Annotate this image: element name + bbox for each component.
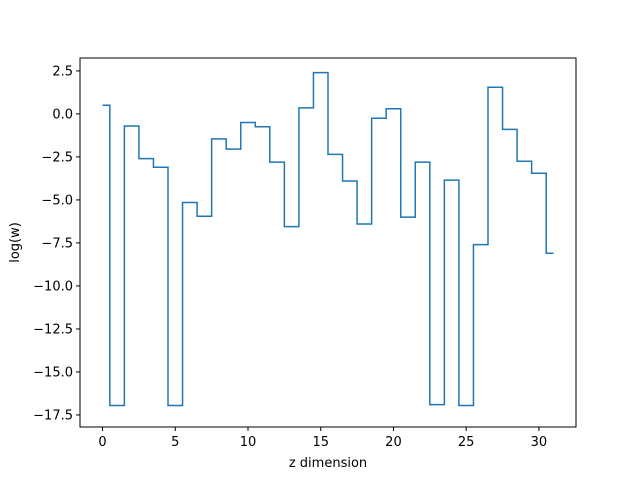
x-tick-label: 10 xyxy=(240,435,257,450)
y-tick-label: −7.5 xyxy=(41,236,73,251)
x-axis-ticks: 0 5 10 15 20 25 30 xyxy=(98,427,547,450)
x-tick-label: 5 xyxy=(171,435,179,450)
y-tick-label: −10.0 xyxy=(33,279,73,294)
y-tick-label: −12.5 xyxy=(33,322,73,337)
x-tick-label: 0 xyxy=(98,435,106,450)
series-line xyxy=(102,71,554,407)
x-tick-label: 20 xyxy=(385,435,402,450)
y-axis-label: log(w) xyxy=(8,222,23,263)
axes-frame xyxy=(79,57,577,428)
y-tick-label: 0.0 xyxy=(52,107,73,122)
y-axis-ticks: 2.5 0.0 −2.5 −5.0 −7.5 −10.0 −12.5 −15.0 −17.5 xyxy=(33,64,80,423)
x-axis-label: z dimension xyxy=(289,456,367,471)
x-tick-label: 15 xyxy=(312,435,329,450)
y-tick-label: −5.0 xyxy=(41,193,73,208)
y-tick-label: −15.0 xyxy=(33,365,73,380)
x-tick-label: 25 xyxy=(458,435,475,450)
plot-area xyxy=(102,71,554,407)
y-tick-label: −2.5 xyxy=(41,150,73,165)
y-tick-label: −17.5 xyxy=(33,408,73,423)
y-tick-label: 2.5 xyxy=(52,64,73,79)
x-tick-label: 30 xyxy=(531,435,548,450)
